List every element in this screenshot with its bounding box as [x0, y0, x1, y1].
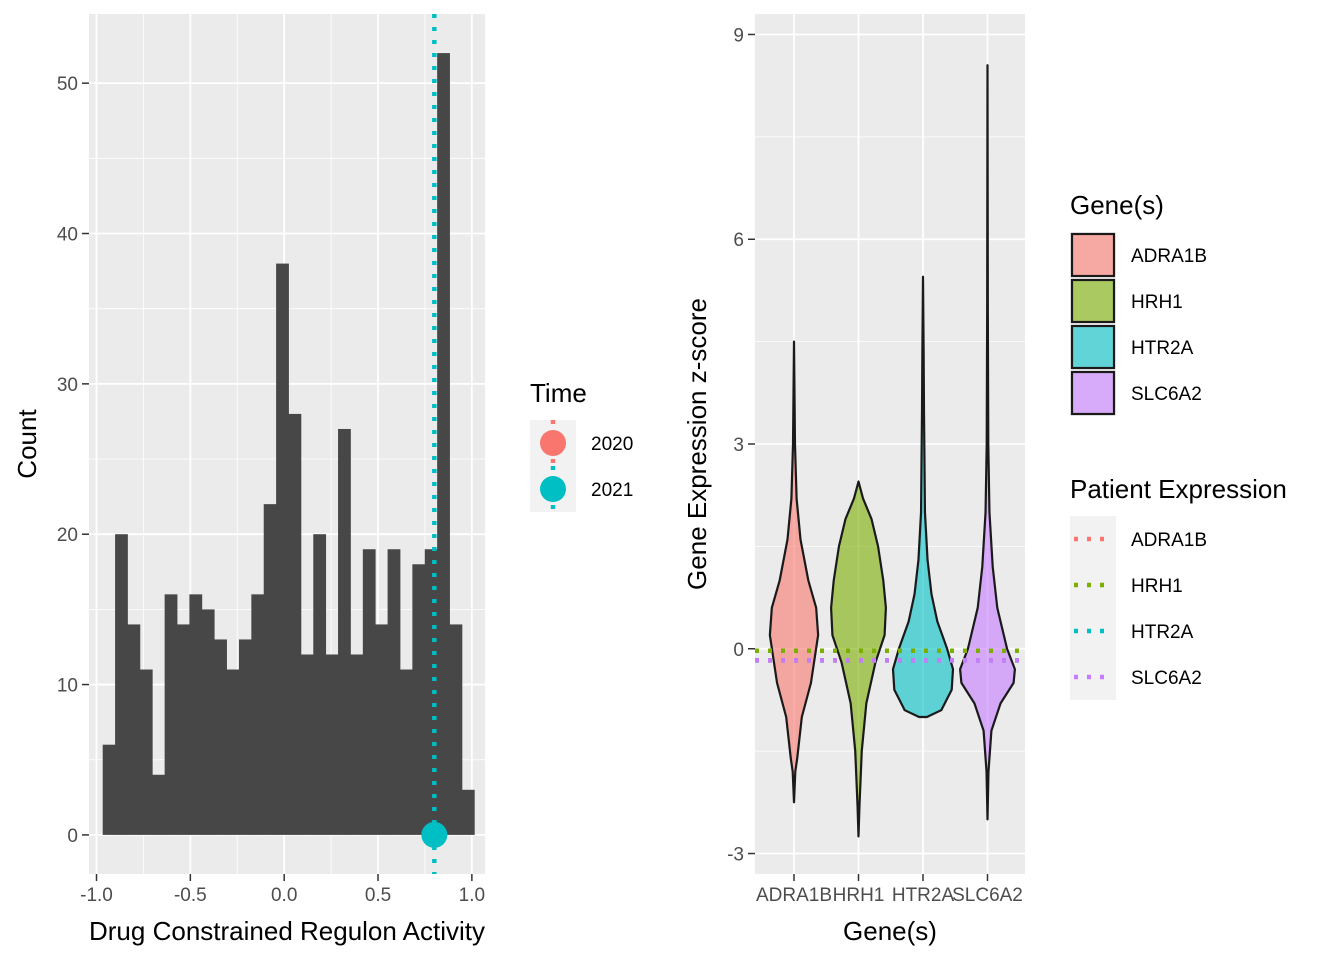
- histogram-bar: [139, 669, 153, 835]
- time-legend-label: 2020: [591, 434, 633, 455]
- time-legend-key-point: [540, 430, 566, 456]
- histogram-bar: [152, 774, 166, 835]
- histogram-bar: [412, 564, 426, 835]
- histogram-bar: [437, 53, 450, 835]
- patient-expression-legend-label: ADRA1B: [1131, 530, 1207, 551]
- gene-legend-swatch: [1070, 278, 1116, 324]
- gene-legend-swatch: [1070, 324, 1116, 370]
- histogram-bar: [424, 549, 438, 835]
- histogram-bar: [276, 263, 289, 835]
- patient-expression-legend: Patient Expression ADRA1B HRH1 HTR2A SLC6A2: [1070, 474, 1287, 700]
- gene-legend: Gene(s) ADRA1B HRH1 HTR2A SLC6A2: [1070, 190, 1207, 416]
- histogram-bar: [164, 594, 178, 835]
- histogram-x-axis-title: Drug Constrained Regulon Activity: [89, 916, 485, 946]
- violins: [768, 64, 1016, 838]
- violin-slc6a2: [959, 64, 1016, 821]
- gene-legend-label: SLC6A2: [1131, 384, 1202, 405]
- histogram-bar: [251, 594, 265, 835]
- histogram-bar: [102, 744, 116, 835]
- histogram-bar: [300, 654, 314, 835]
- violin-y-axis-title: Gene Expression z-score: [682, 298, 712, 590]
- histogram-bar: [461, 789, 475, 835]
- histogram-x-tick-label: 1.0: [459, 885, 485, 906]
- time-legend-title: Time: [530, 378, 587, 408]
- violin-y-tick-label: 0: [733, 640, 744, 661]
- patient-expression-legend-label: SLC6A2: [1131, 668, 1202, 689]
- patient-expression-legend-title: Patient Expression: [1070, 474, 1287, 504]
- time-legend-label: 2021: [591, 480, 633, 501]
- histogram-bar: [177, 624, 190, 835]
- histogram-bar: [189, 594, 203, 835]
- patient-expression-lines: [755, 648, 1025, 663]
- violin-x-tick-label: HRH1: [833, 885, 885, 906]
- violin-y-tick-label: 3: [733, 435, 744, 456]
- time-legend-key-point: [540, 476, 566, 502]
- histogram-bar: [127, 624, 141, 835]
- patient-expression-legend-label: HTR2A: [1131, 622, 1194, 643]
- histogram-axis-ticks: -1.0 -0.5 0.0 0.5 1.0 0 10 20 30 40 50: [57, 74, 485, 906]
- histogram-bar: [338, 428, 351, 835]
- histogram-bar: [325, 654, 339, 835]
- histogram-y-tick-label: 50: [57, 74, 78, 95]
- histogram-chart: -1.0 -0.5 0.0 0.5 1.0 0 10 20 30 40 50 Drug Constr…: [12, 14, 633, 946]
- patient-expression-legend-key-background: [1070, 516, 1116, 700]
- histogram-y-tick-label: 40: [57, 225, 78, 246]
- histogram-bar: [263, 504, 277, 835]
- histogram-y-tick-label: 30: [57, 375, 78, 396]
- histogram-bar: [115, 534, 128, 835]
- violin-hrh1: [830, 480, 887, 838]
- histogram-bars: [102, 53, 475, 835]
- histogram-y-tick-label: 20: [57, 525, 78, 546]
- gene-legend-title: Gene(s): [1070, 190, 1164, 220]
- histogram-bar: [226, 669, 240, 835]
- violin-x-tick-label: HTR2A: [892, 885, 955, 906]
- violin-y-tick-label: -3: [727, 845, 744, 866]
- histogram-bar: [362, 549, 376, 835]
- violin-x-tick-label: ADRA1B: [756, 885, 832, 906]
- gene-legend-label: ADRA1B: [1131, 246, 1207, 267]
- gene-legend-label: HTR2A: [1131, 338, 1194, 359]
- time-2021-point: [421, 821, 448, 848]
- histogram-bar: [387, 549, 401, 835]
- violin-adra1b: [768, 340, 820, 804]
- histogram-x-tick-label: -0.5: [174, 885, 207, 906]
- histogram-bar: [313, 534, 327, 835]
- time-legend: Time 2020 2021: [530, 378, 633, 512]
- histogram-bar: [375, 624, 388, 835]
- gene-legend-swatch: [1070, 370, 1116, 416]
- violin-x-tick-label: SLC6A2: [952, 885, 1023, 906]
- histogram-y-tick-label: 10: [57, 676, 78, 697]
- histogram-bar: [214, 639, 227, 835]
- violin-y-tick-label: 6: [733, 230, 744, 251]
- histogram-bar: [238, 639, 252, 835]
- histogram-x-tick-label: 0.0: [271, 885, 297, 906]
- histogram-x-tick-label: -1.0: [80, 885, 113, 906]
- patient-expression-legend-label: HRH1: [1131, 576, 1183, 597]
- violin-y-tick-label: 9: [733, 25, 744, 46]
- violin-x-axis-title: Gene(s): [843, 916, 937, 946]
- histogram-bar: [449, 624, 463, 835]
- histogram-x-tick-label: 0.5: [365, 885, 391, 906]
- gene-legend-swatch: [1070, 232, 1116, 278]
- histogram-y-tick-label: 0: [67, 826, 78, 847]
- histogram-bar: [288, 413, 302, 835]
- histogram-bar: [350, 654, 364, 835]
- histogram-y-axis-title: Count: [12, 409, 42, 479]
- violin-htr2a: [891, 275, 955, 719]
- gene-legend-label: HRH1: [1131, 292, 1183, 313]
- histogram-bar: [201, 609, 215, 835]
- histogram-bar: [399, 669, 413, 835]
